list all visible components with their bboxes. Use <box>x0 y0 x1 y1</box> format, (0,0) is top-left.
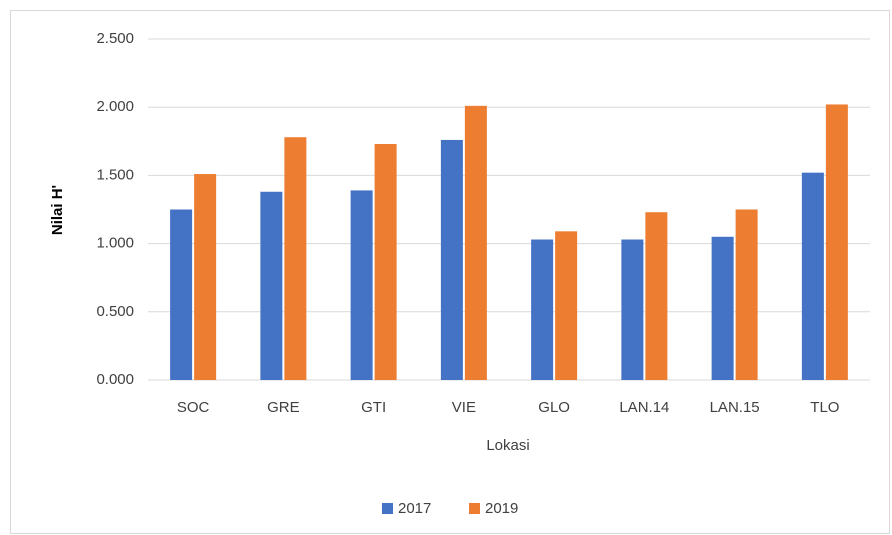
x-tick-label: GTI <box>361 399 386 416</box>
bar <box>374 144 397 380</box>
bar <box>735 209 758 380</box>
y-axis-title: Nilai H' <box>49 185 66 235</box>
x-tick-label: GRE <box>267 399 300 416</box>
bar <box>350 190 373 380</box>
x-tick-label: VIE <box>452 399 476 416</box>
legend-swatch <box>469 503 480 514</box>
y-tick-label: 1.000 <box>96 235 134 252</box>
bar <box>645 212 668 380</box>
legend-label: 2017 <box>398 500 431 517</box>
bar <box>555 231 578 380</box>
y-tick-label: 2.500 <box>96 30 134 47</box>
bar <box>621 239 644 380</box>
bar <box>260 191 283 380</box>
y-tick-label: 0.000 <box>96 371 134 388</box>
y-tick-label: 1.500 <box>96 166 134 183</box>
legend-label: 2019 <box>485 500 518 517</box>
bar <box>440 139 463 380</box>
y-tick-label: 0.500 <box>96 303 134 320</box>
x-tick-label: LAN.14 <box>619 399 669 416</box>
x-tick-label: LAN.15 <box>710 399 760 416</box>
bar <box>194 174 217 380</box>
bar <box>284 137 307 380</box>
bar <box>825 104 848 381</box>
x-tick-label: TLO <box>810 399 839 416</box>
x-tick-label: GLO <box>538 399 570 416</box>
legend-swatch <box>382 503 393 514</box>
bar <box>531 239 554 380</box>
x-axis-title: Lokasi <box>486 437 529 454</box>
bar <box>711 236 734 380</box>
bar <box>464 105 487 380</box>
y-tick-label: 2.000 <box>96 98 134 115</box>
bar <box>801 172 824 380</box>
bar <box>170 209 193 380</box>
x-tick-label: SOC <box>177 399 210 416</box>
